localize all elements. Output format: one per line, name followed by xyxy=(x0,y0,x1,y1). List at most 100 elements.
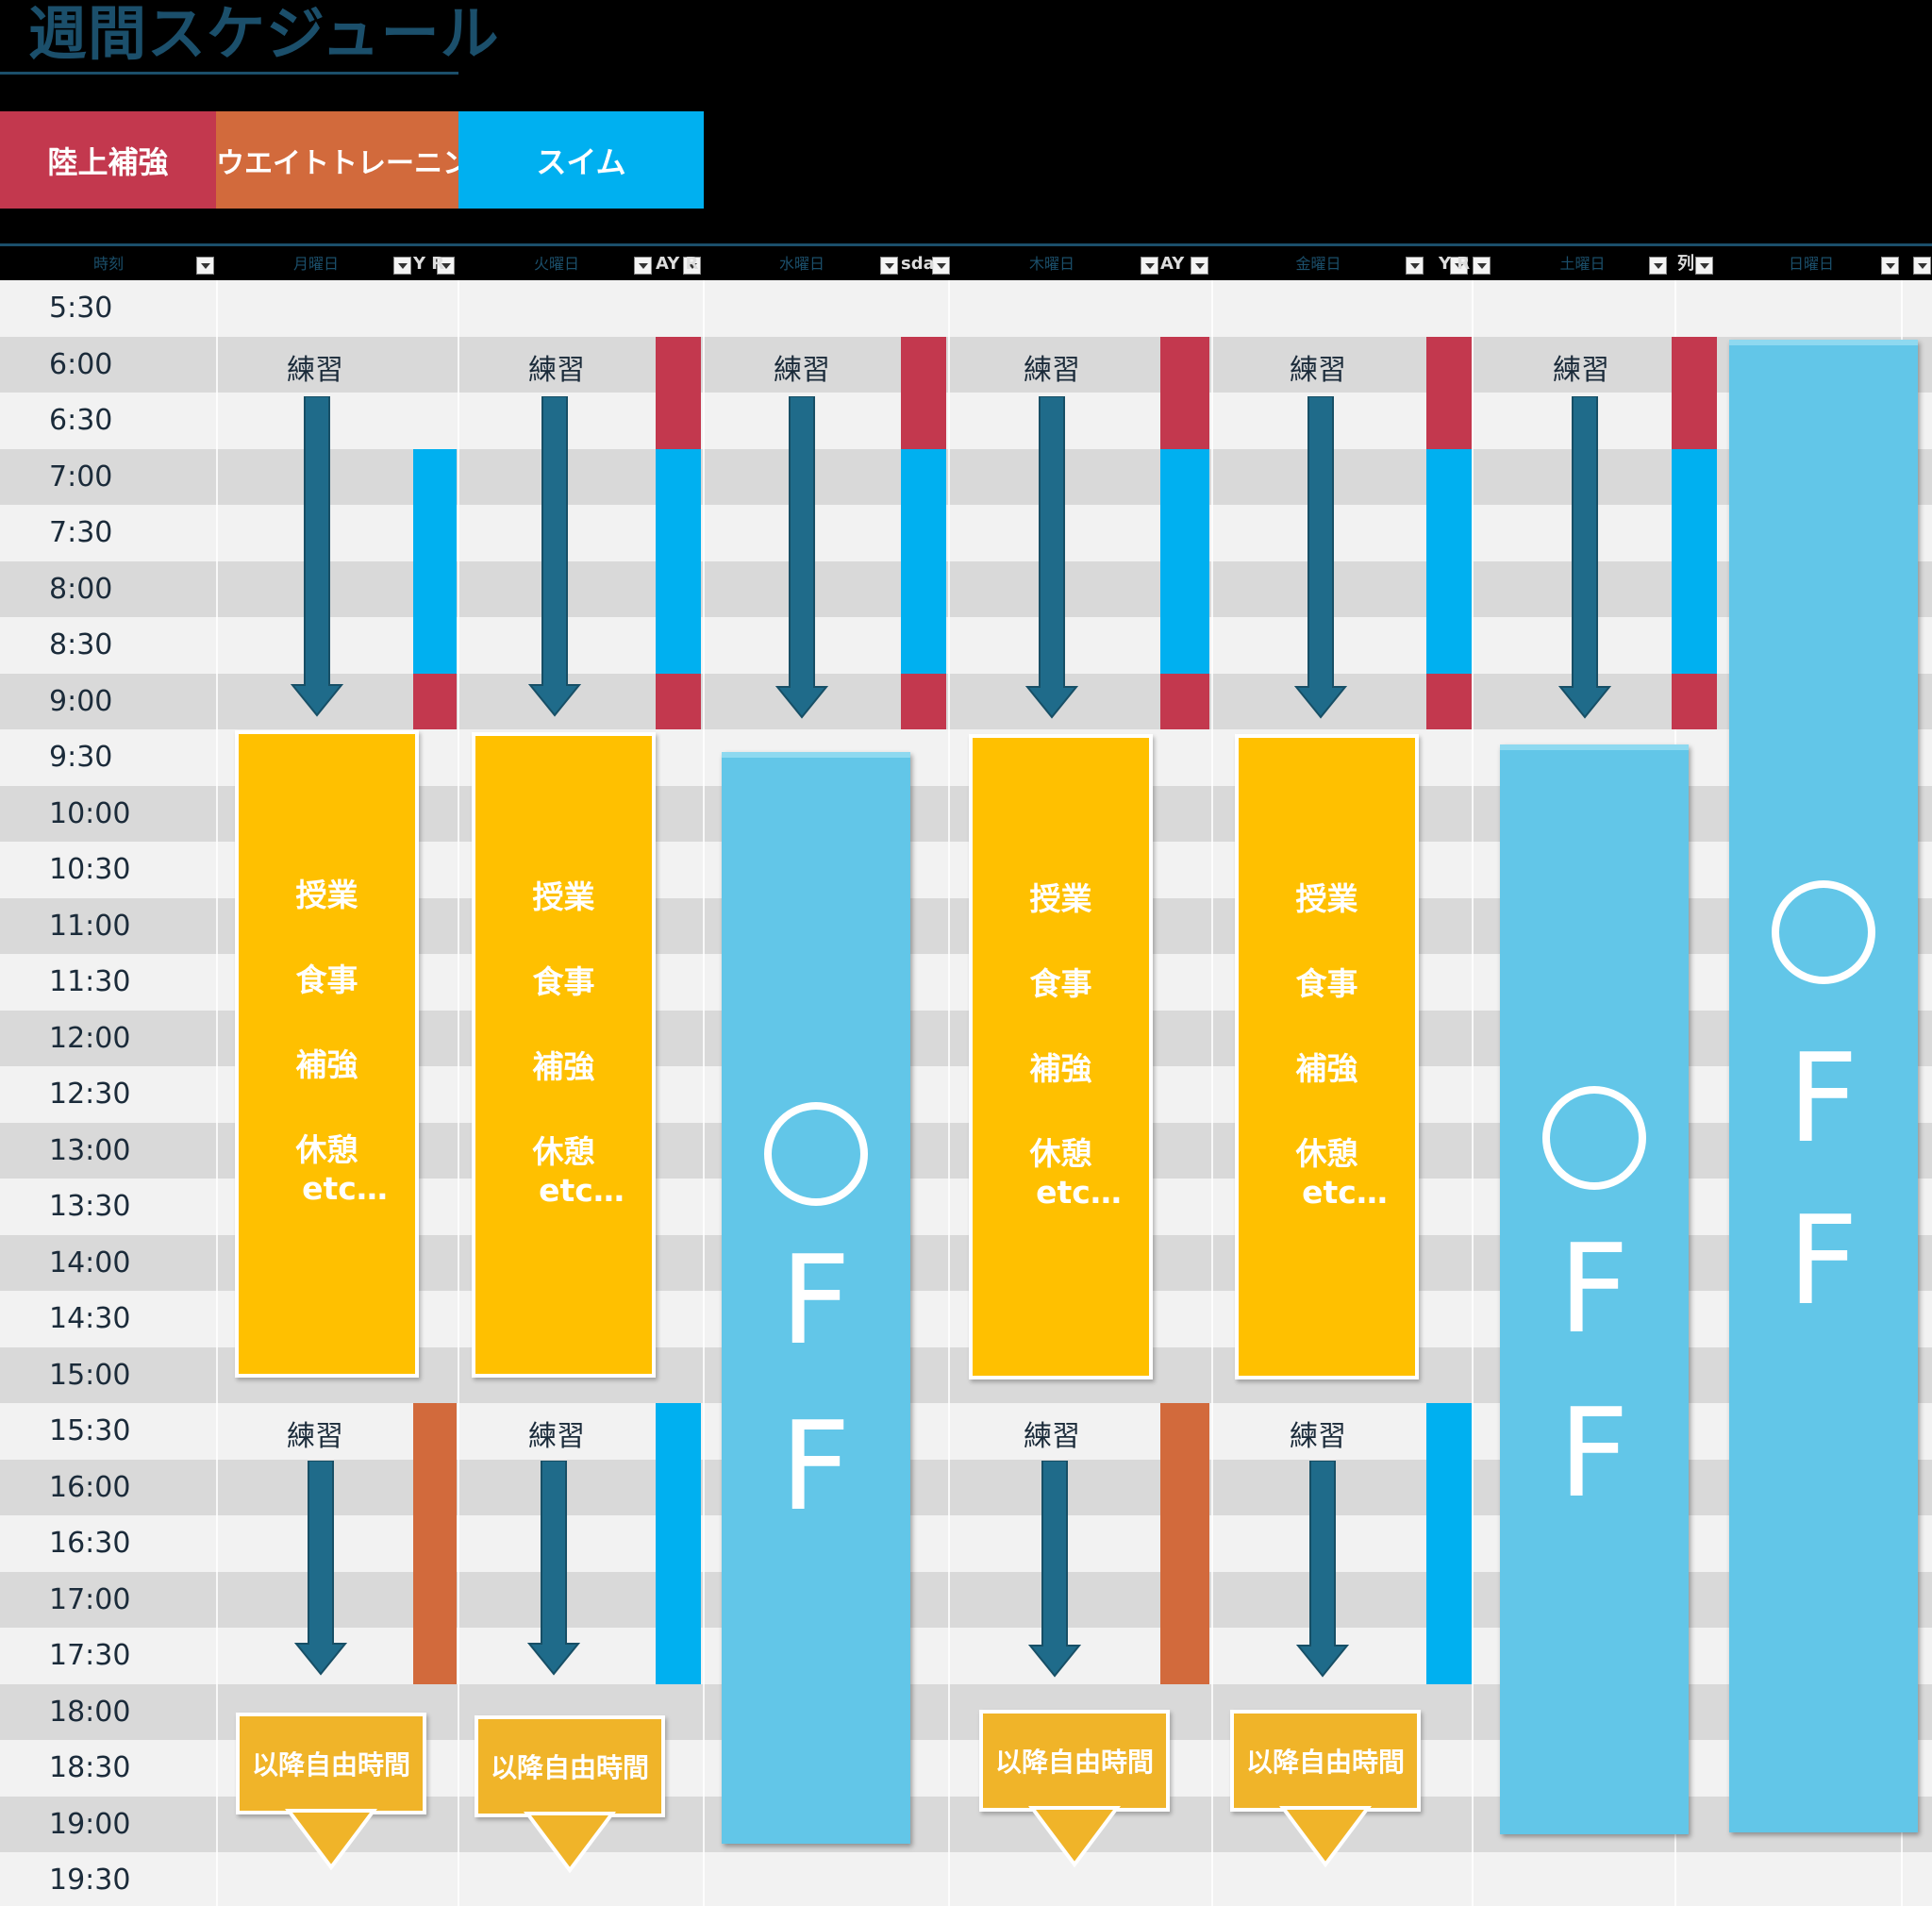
filter-dropdown-button[interactable] xyxy=(1450,257,1468,275)
time-label: 10:30 xyxy=(49,853,131,887)
filter-dropdown-button[interactable] xyxy=(1695,257,1713,275)
down-arrowhead-icon xyxy=(285,1809,377,1871)
time-row: 19:30 xyxy=(0,1852,1932,1906)
free-time-label: 以降自由時間 xyxy=(979,1710,1170,1812)
time-label: 19:30 xyxy=(49,1864,131,1898)
filter-dropdown-button[interactable] xyxy=(1406,257,1424,275)
class-block-line: 休憩 xyxy=(1295,1135,1358,1172)
class-block-line: 補強 xyxy=(295,1046,358,1083)
col-header-mon: 月曜日 xyxy=(292,255,339,273)
filter-dropdown-button[interactable] xyxy=(880,257,898,275)
time-row: 6:00 xyxy=(0,336,1932,393)
header-fragment: Y R xyxy=(413,254,445,274)
activity-bar xyxy=(413,448,457,674)
activity-bar xyxy=(1160,673,1209,729)
filter-dropdown-button[interactable] xyxy=(634,257,652,275)
practice-label: 練習 xyxy=(287,353,343,387)
time-row: 5:30 xyxy=(0,280,1932,337)
off-letter: F xyxy=(780,1229,851,1372)
activity-bar xyxy=(413,673,457,729)
time-label: 8:00 xyxy=(49,572,113,606)
class-block: 授業 食事 補強 休憩 etc… xyxy=(1235,734,1419,1379)
down-arrow-icon xyxy=(527,1461,580,1676)
time-label: 10:00 xyxy=(49,796,131,830)
header-top-border xyxy=(0,243,1932,246)
title-underline xyxy=(0,72,458,75)
col-header-thu: 木曜日 xyxy=(1028,255,1074,273)
class-block-line: 授業 xyxy=(295,877,358,913)
time-label: 8:30 xyxy=(49,628,113,662)
time-label: 13:30 xyxy=(49,1190,131,1224)
time-label: 15:30 xyxy=(49,1414,131,1448)
activity-bar xyxy=(656,673,701,729)
filter-dropdown-button[interactable] xyxy=(1473,257,1491,275)
free-time-callout: 以降自由時間 xyxy=(236,1713,426,1873)
practice-label: 練習 xyxy=(528,353,585,387)
down-arrow-icon xyxy=(291,396,343,717)
off-circle-icon xyxy=(1772,880,1875,984)
filter-dropdown-button[interactable] xyxy=(1913,257,1931,275)
practice-label: 練習 xyxy=(1290,353,1346,387)
class-block-line: 食事 xyxy=(1029,965,1092,1002)
col-header-sat: 土曜日 xyxy=(1559,255,1606,273)
filter-dropdown-button[interactable] xyxy=(1141,257,1158,275)
column-divider xyxy=(216,280,218,1906)
time-label: 5:30 xyxy=(49,292,113,326)
filter-dropdown-button[interactable] xyxy=(1191,257,1208,275)
column-divider xyxy=(948,280,950,1906)
class-block-etc: etc… xyxy=(302,1170,388,1207)
practice-label: 練習 xyxy=(528,1420,585,1453)
header-fragment: sda xyxy=(901,254,935,274)
filter-dropdown-button[interactable] xyxy=(932,257,950,275)
filter-dropdown-button[interactable] xyxy=(1649,257,1667,275)
time-label: 18:30 xyxy=(49,1751,131,1785)
time-label: 19:00 xyxy=(49,1807,131,1841)
class-block-etc: etc… xyxy=(1302,1174,1388,1211)
time-label: 11:30 xyxy=(49,965,131,999)
filter-dropdown-button[interactable] xyxy=(196,257,214,275)
off-letter: F xyxy=(1558,1217,1629,1361)
col-header-tue: 火曜日 xyxy=(533,255,579,273)
down-arrow-icon xyxy=(1025,396,1078,719)
off-letter: F xyxy=(780,1395,851,1538)
time-label: 9:30 xyxy=(49,741,113,775)
down-arrowhead-icon xyxy=(1279,1806,1372,1868)
filter-dropdown-button[interactable] xyxy=(393,257,411,275)
time-label: 6:00 xyxy=(49,347,113,381)
activity-bar xyxy=(1672,448,1717,674)
class-block-line: 補強 xyxy=(532,1048,595,1085)
down-arrowhead-icon xyxy=(524,1812,616,1874)
time-label: 13:00 xyxy=(49,1133,131,1167)
practice-label: 練習 xyxy=(287,1420,343,1453)
column-divider xyxy=(1211,280,1213,1906)
time-label: 11:00 xyxy=(49,909,131,943)
legend-land-training: 陸上補強 xyxy=(0,111,216,209)
down-arrow-icon xyxy=(1558,396,1611,719)
activity-bar xyxy=(1426,673,1472,729)
off-letter: F xyxy=(1788,1189,1858,1332)
header-fragment: AY xyxy=(1160,254,1185,274)
filter-dropdown-button[interactable] xyxy=(1881,257,1899,275)
down-arrow-icon xyxy=(775,396,828,719)
filter-dropdown-button[interactable] xyxy=(683,257,701,275)
time-label: 14:30 xyxy=(49,1302,131,1336)
free-time-label: 以降自由時間 xyxy=(236,1713,426,1814)
filter-dropdown-button[interactable] xyxy=(437,257,455,275)
time-label: 7:00 xyxy=(49,460,113,493)
practice-label: 練習 xyxy=(774,353,830,387)
page-title: 週間スケジュール xyxy=(28,0,500,68)
legend-swim: スイム xyxy=(458,111,704,209)
free-time-callout: 以降自由時間 xyxy=(475,1715,665,1876)
time-label: 7:30 xyxy=(49,516,113,550)
activity-bar xyxy=(656,448,701,674)
class-block-line: 授業 xyxy=(1295,880,1358,917)
activity-bar xyxy=(1160,1403,1209,1684)
activity-bar xyxy=(901,336,946,449)
off-letter: F xyxy=(1788,1027,1858,1170)
activity-bar xyxy=(1672,673,1717,729)
class-block-line: 補強 xyxy=(1029,1050,1092,1087)
